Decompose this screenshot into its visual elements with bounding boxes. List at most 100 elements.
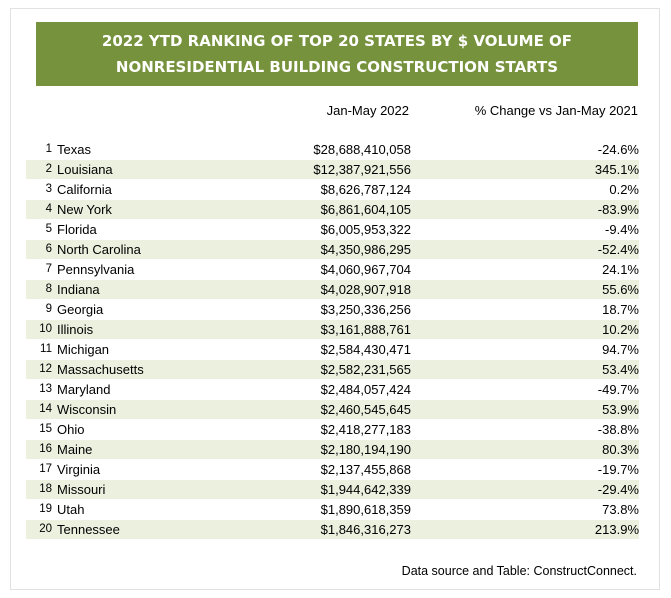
table-row: 13 Maryland $2,484,057,424 -49.7% (26, 380, 639, 400)
table-row: 19 Utah $1,890,618,359 73.8% (26, 500, 639, 520)
rank-cell: 3 (45, 183, 52, 195)
value-cell: $2,460,545,645 (320, 402, 411, 417)
value-cell: $2,582,231,565 (320, 362, 411, 377)
value-cell: $2,484,057,424 (320, 382, 411, 397)
state-cell: New York (57, 202, 112, 217)
value-cell: $1,846,316,273 (320, 522, 411, 537)
value-cell: $6,861,604,105 (320, 202, 411, 217)
change-cell: -49.7% (597, 382, 639, 397)
value-cell: $2,418,277,183 (320, 422, 411, 437)
state-cell: Wisconsin (57, 402, 117, 417)
value-cell: $3,161,888,761 (320, 322, 411, 337)
table-row: 20 Tennessee $1,846,316,273 213.9% (26, 520, 639, 540)
value-cell: $2,137,455,868 (320, 462, 411, 477)
change-cell: 10.2% (602, 322, 639, 337)
table-row: 7 Pennsylvania $4,060,967,704 24.1% (26, 260, 639, 280)
state-cell: Illinois (57, 322, 94, 337)
table-row: 10 Illinois $3,161,888,761 10.2% (26, 320, 639, 340)
change-cell: -24.6% (597, 142, 639, 157)
value-cell: $8,626,787,124 (320, 182, 411, 197)
state-cell: Ohio (57, 422, 85, 437)
change-cell: -52.4% (597, 242, 639, 257)
table-title: 2022 YTD RANKING OF TOP 20 STATES BY $ V… (36, 22, 638, 86)
rank-cell: 9 (45, 303, 52, 315)
rank-cell: 17 (39, 463, 52, 475)
state-cell: Utah (57, 502, 85, 517)
value-cell: $12,387,921,556 (313, 162, 411, 177)
table-row: 11 Michigan $2,584,430,471 94.7% (26, 340, 639, 360)
rank-cell: 20 (39, 523, 52, 535)
change-cell: 53.9% (602, 402, 639, 417)
table-row: 16 Maine $2,180,194,190 80.3% (26, 440, 639, 460)
change-cell: 55.6% (602, 282, 639, 297)
table-row: 5 Florida $6,005,953,322 -9.4% (26, 220, 639, 240)
state-cell: Pennsylvania (57, 262, 135, 277)
change-cell: 18.7% (602, 302, 639, 317)
change-cell: 73.8% (602, 502, 639, 517)
table-row: 1 Texas $28,688,410,058 -24.6% (26, 140, 639, 160)
state-cell: California (57, 182, 112, 197)
rank-cell: 12 (39, 363, 52, 375)
table-row: 14 Wisconsin $2,460,545,645 53.9% (26, 400, 639, 420)
value-cell: $4,350,986,295 (320, 242, 411, 257)
table-row: 2 Louisiana $12,387,921,556 345.1% (26, 160, 639, 180)
state-cell: Tennessee (57, 522, 120, 537)
change-cell: -19.7% (597, 462, 639, 477)
state-cell: Virginia (57, 462, 101, 477)
state-cell: Florida (57, 222, 97, 237)
table-row: 3 California $8,626,787,124 0.2% (26, 180, 639, 200)
title-line-1: 2022 YTD RANKING OF TOP 20 STATES BY $ V… (101, 32, 573, 50)
rank-cell: 11 (40, 343, 52, 355)
table-row: 12 Massachusetts $2,582,231,565 53.4% (26, 360, 639, 380)
value-cell: $2,584,430,471 (320, 342, 411, 357)
value-cell: $6,005,953,322 (320, 222, 411, 237)
state-cell: Louisiana (57, 162, 113, 177)
table-row: 17 Virginia $2,137,455,868 -19.7% (26, 460, 639, 480)
change-cell: -83.9% (597, 202, 639, 217)
table-body: 1 Texas $28,688,410,058 -24.6% 2 Louisiana $12… (26, 140, 639, 540)
value-cell: $1,944,642,339 (320, 482, 411, 497)
change-cell: 345.1% (594, 162, 639, 177)
title-line-2: NONRESIDENTIAL BUILDING CONSTRUCTION STA… (115, 58, 559, 76)
rank-cell: 7 (45, 263, 52, 275)
change-cell: 94.7% (602, 342, 639, 357)
table-frame (10, 8, 660, 590)
rank-cell: 19 (39, 503, 52, 515)
rank-cell: 15 (39, 423, 52, 435)
rank-cell: 8 (45, 283, 52, 295)
table-row: 18 Missouri $1,944,642,339 -29.4% (26, 480, 639, 500)
change-cell: 213.9% (594, 522, 639, 537)
table-row: 6 North Carolina $4,350,986,295 -52.4% (26, 240, 639, 260)
value-cell: $28,688,410,058 (313, 142, 411, 157)
state-cell: North Carolina (57, 242, 141, 257)
value-cell: $2,180,194,190 (320, 442, 411, 457)
rank-cell: 1 (45, 143, 52, 155)
state-cell: Maryland (57, 382, 111, 397)
table-row: 4 New York $6,861,604,105 -83.9% (26, 200, 639, 220)
state-cell: Missouri (57, 482, 106, 497)
change-cell: 24.1% (602, 262, 639, 277)
value-cell: $1,890,618,359 (320, 502, 411, 517)
change-cell: 0.2% (609, 182, 639, 197)
rank-cell: 18 (39, 483, 52, 495)
column-header-value: Jan-May 2022 (326, 103, 409, 118)
value-cell: $4,028,907,918 (320, 282, 411, 297)
rank-cell: 5 (45, 223, 52, 235)
state-cell: Maine (57, 442, 93, 457)
rank-cell: 2 (45, 163, 52, 175)
change-cell: 80.3% (602, 442, 639, 457)
rank-cell: 6 (45, 243, 52, 255)
state-cell: Massachusetts (57, 362, 144, 377)
state-cell: Indiana (57, 282, 100, 297)
rank-cell: 10 (39, 323, 52, 335)
change-cell: -9.4% (605, 222, 639, 237)
rank-cell: 4 (45, 203, 52, 215)
rank-cell: 13 (39, 383, 52, 395)
table-row: 8 Indiana $4,028,907,918 55.6% (26, 280, 639, 300)
state-cell: Georgia (57, 302, 104, 317)
value-cell: $4,060,967,704 (320, 262, 411, 277)
change-cell: -38.8% (597, 422, 639, 437)
state-cell: Texas (57, 142, 91, 157)
change-cell: 53.4% (602, 362, 639, 377)
rank-cell: 14 (39, 403, 52, 415)
